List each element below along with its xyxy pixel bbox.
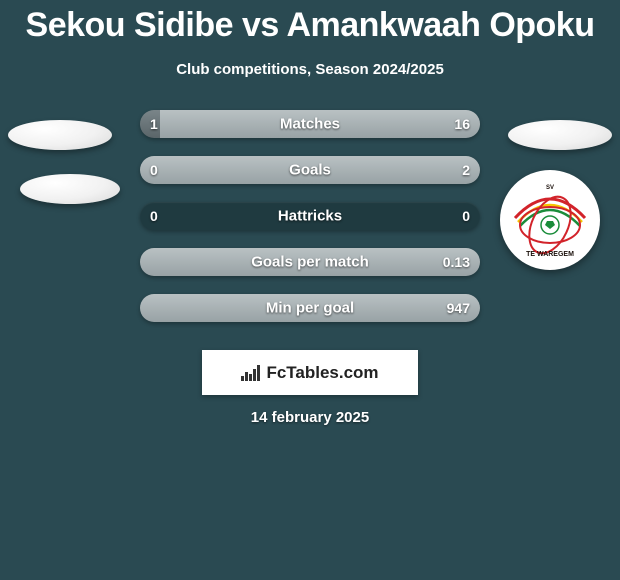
player-left-ellipse-2 bbox=[20, 174, 120, 204]
club-badge-svg: TE WAREGEM SV bbox=[500, 170, 600, 270]
brand-logo: FcTables.com bbox=[202, 350, 418, 395]
stat-row: Goals 0 2 bbox=[140, 156, 480, 184]
stat-label: Min per goal bbox=[266, 300, 354, 317]
stat-label: Matches bbox=[280, 116, 340, 133]
stat-row: Min per goal 947 bbox=[140, 294, 480, 322]
stat-value-right: 2 bbox=[462, 162, 470, 178]
stat-value-left: 0 bbox=[150, 162, 158, 178]
svg-text:SV: SV bbox=[546, 185, 554, 191]
club-badge: TE WAREGEM SV bbox=[500, 170, 600, 270]
stat-label: Goals bbox=[289, 162, 331, 179]
stat-label: Goals per match bbox=[251, 254, 369, 271]
stat-value-right: 0 bbox=[462, 208, 470, 224]
stat-value-right: 947 bbox=[447, 300, 470, 316]
footer-date: 14 february 2025 bbox=[251, 409, 369, 426]
stat-row: Matches 1 16 bbox=[140, 110, 480, 138]
stat-value-left: 0 bbox=[150, 208, 158, 224]
page-title: Sekou Sidibe vs Amankwaah Opoku bbox=[0, 0, 620, 45]
page-subtitle: Club competitions, Season 2024/2025 bbox=[0, 61, 620, 78]
stat-label: Hattricks bbox=[278, 208, 342, 225]
player-right-ellipse-1 bbox=[508, 120, 612, 150]
stat-row: Hattricks 0 0 bbox=[140, 202, 480, 230]
player-left-ellipse-1 bbox=[8, 120, 112, 150]
brand-text: FcTables.com bbox=[266, 363, 378, 383]
stat-row: Goals per match 0.13 bbox=[140, 248, 480, 276]
comparison-bars: Matches 1 16 Goals 0 2 Hattricks 0 0 Goals per ma… bbox=[140, 110, 480, 340]
stat-value-left: 1 bbox=[150, 116, 158, 132]
svg-text:TE WAREGEM: TE WAREGEM bbox=[526, 251, 574, 258]
bar-chart-icon bbox=[241, 365, 260, 381]
stat-value-right: 16 bbox=[454, 116, 470, 132]
stat-value-right: 0.13 bbox=[443, 254, 470, 270]
